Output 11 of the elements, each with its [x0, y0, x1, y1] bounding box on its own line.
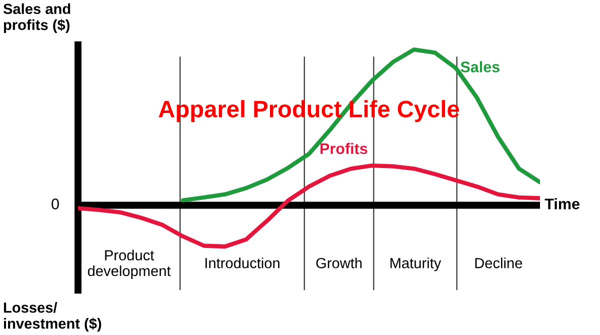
text: Product development — [88, 250, 171, 280]
text: Maturity — [390, 258, 442, 272]
series-label: Profits — [320, 142, 368, 154]
text: Decline — [475, 258, 522, 268]
y-axis-title: Sales and profits ($) — [3, 3, 70, 33]
x-axis-title: Time — [544, 198, 580, 210]
text: Growth — [316, 258, 362, 268]
text: Losses/ investment ($) — [4, 302, 102, 332]
text: Introduction — [205, 258, 280, 268]
series-label: Sales — [460, 61, 500, 72]
text: 0 — [52, 198, 59, 210]
